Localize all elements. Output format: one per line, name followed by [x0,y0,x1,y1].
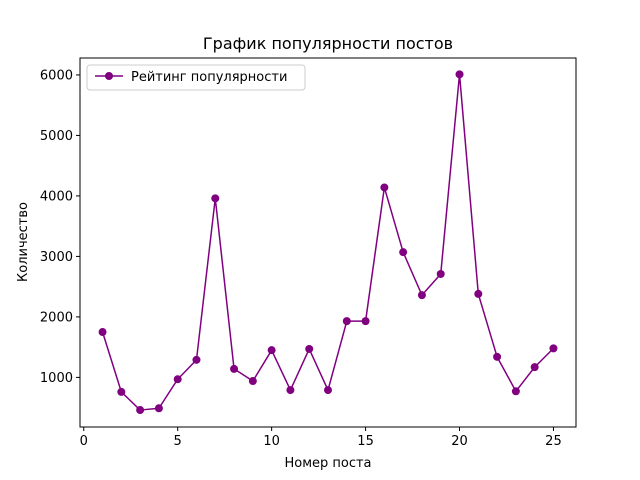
axes-frame [79,57,577,428]
data-point [549,344,558,353]
x-tick-label: 15 [357,434,374,449]
axis-ticks: 0 5 10 15 20 25 1000 2000 3000 4000 5000 6000 [40,68,562,449]
data-point [192,355,201,364]
data-point [474,289,483,298]
data-point [324,386,332,395]
legend-marker-swatch [105,72,113,80]
x-tick-label: 5 [174,434,182,449]
y-tick-label: 6000 [40,68,73,83]
data-point [436,269,445,278]
data-point [136,406,145,415]
data-point [154,404,163,413]
data-point [173,375,182,384]
chart-title: График популярности постов [203,34,453,53]
data-point [361,317,370,326]
plot-area [98,70,558,415]
y-axis-label: Количество [16,202,31,282]
y-tick-label: 1000 [40,371,73,386]
x-tick-label: 0 [80,434,88,449]
x-axis-label: Номер поста [284,456,371,471]
legend-box [86,64,306,91]
y-tick-label: 5000 [40,129,73,144]
data-point [248,377,257,386]
x-tick-label: 20 [451,434,468,449]
data-point [380,183,389,192]
data-point [211,194,220,203]
data-point [417,291,426,300]
x-tick-label: 10 [263,434,280,449]
data-point [342,317,351,326]
data-point [305,344,314,353]
data-point [511,387,520,396]
data-point [117,387,126,396]
legend: Рейтинг популярности [86,64,306,91]
legend-entry-label: Рейтинг популярности [131,70,287,85]
y-tick-label: 3000 [40,250,73,265]
data-point [98,328,107,337]
data-point [455,70,464,79]
y-tick-label: 2000 [40,310,73,325]
data-point [286,386,295,395]
data-point [530,363,539,372]
data-point [230,364,239,373]
data-point [399,248,408,257]
data-point [267,346,276,355]
data-point [493,352,502,361]
x-tick-label: 25 [545,434,562,449]
y-tick-label: 4000 [40,189,73,204]
